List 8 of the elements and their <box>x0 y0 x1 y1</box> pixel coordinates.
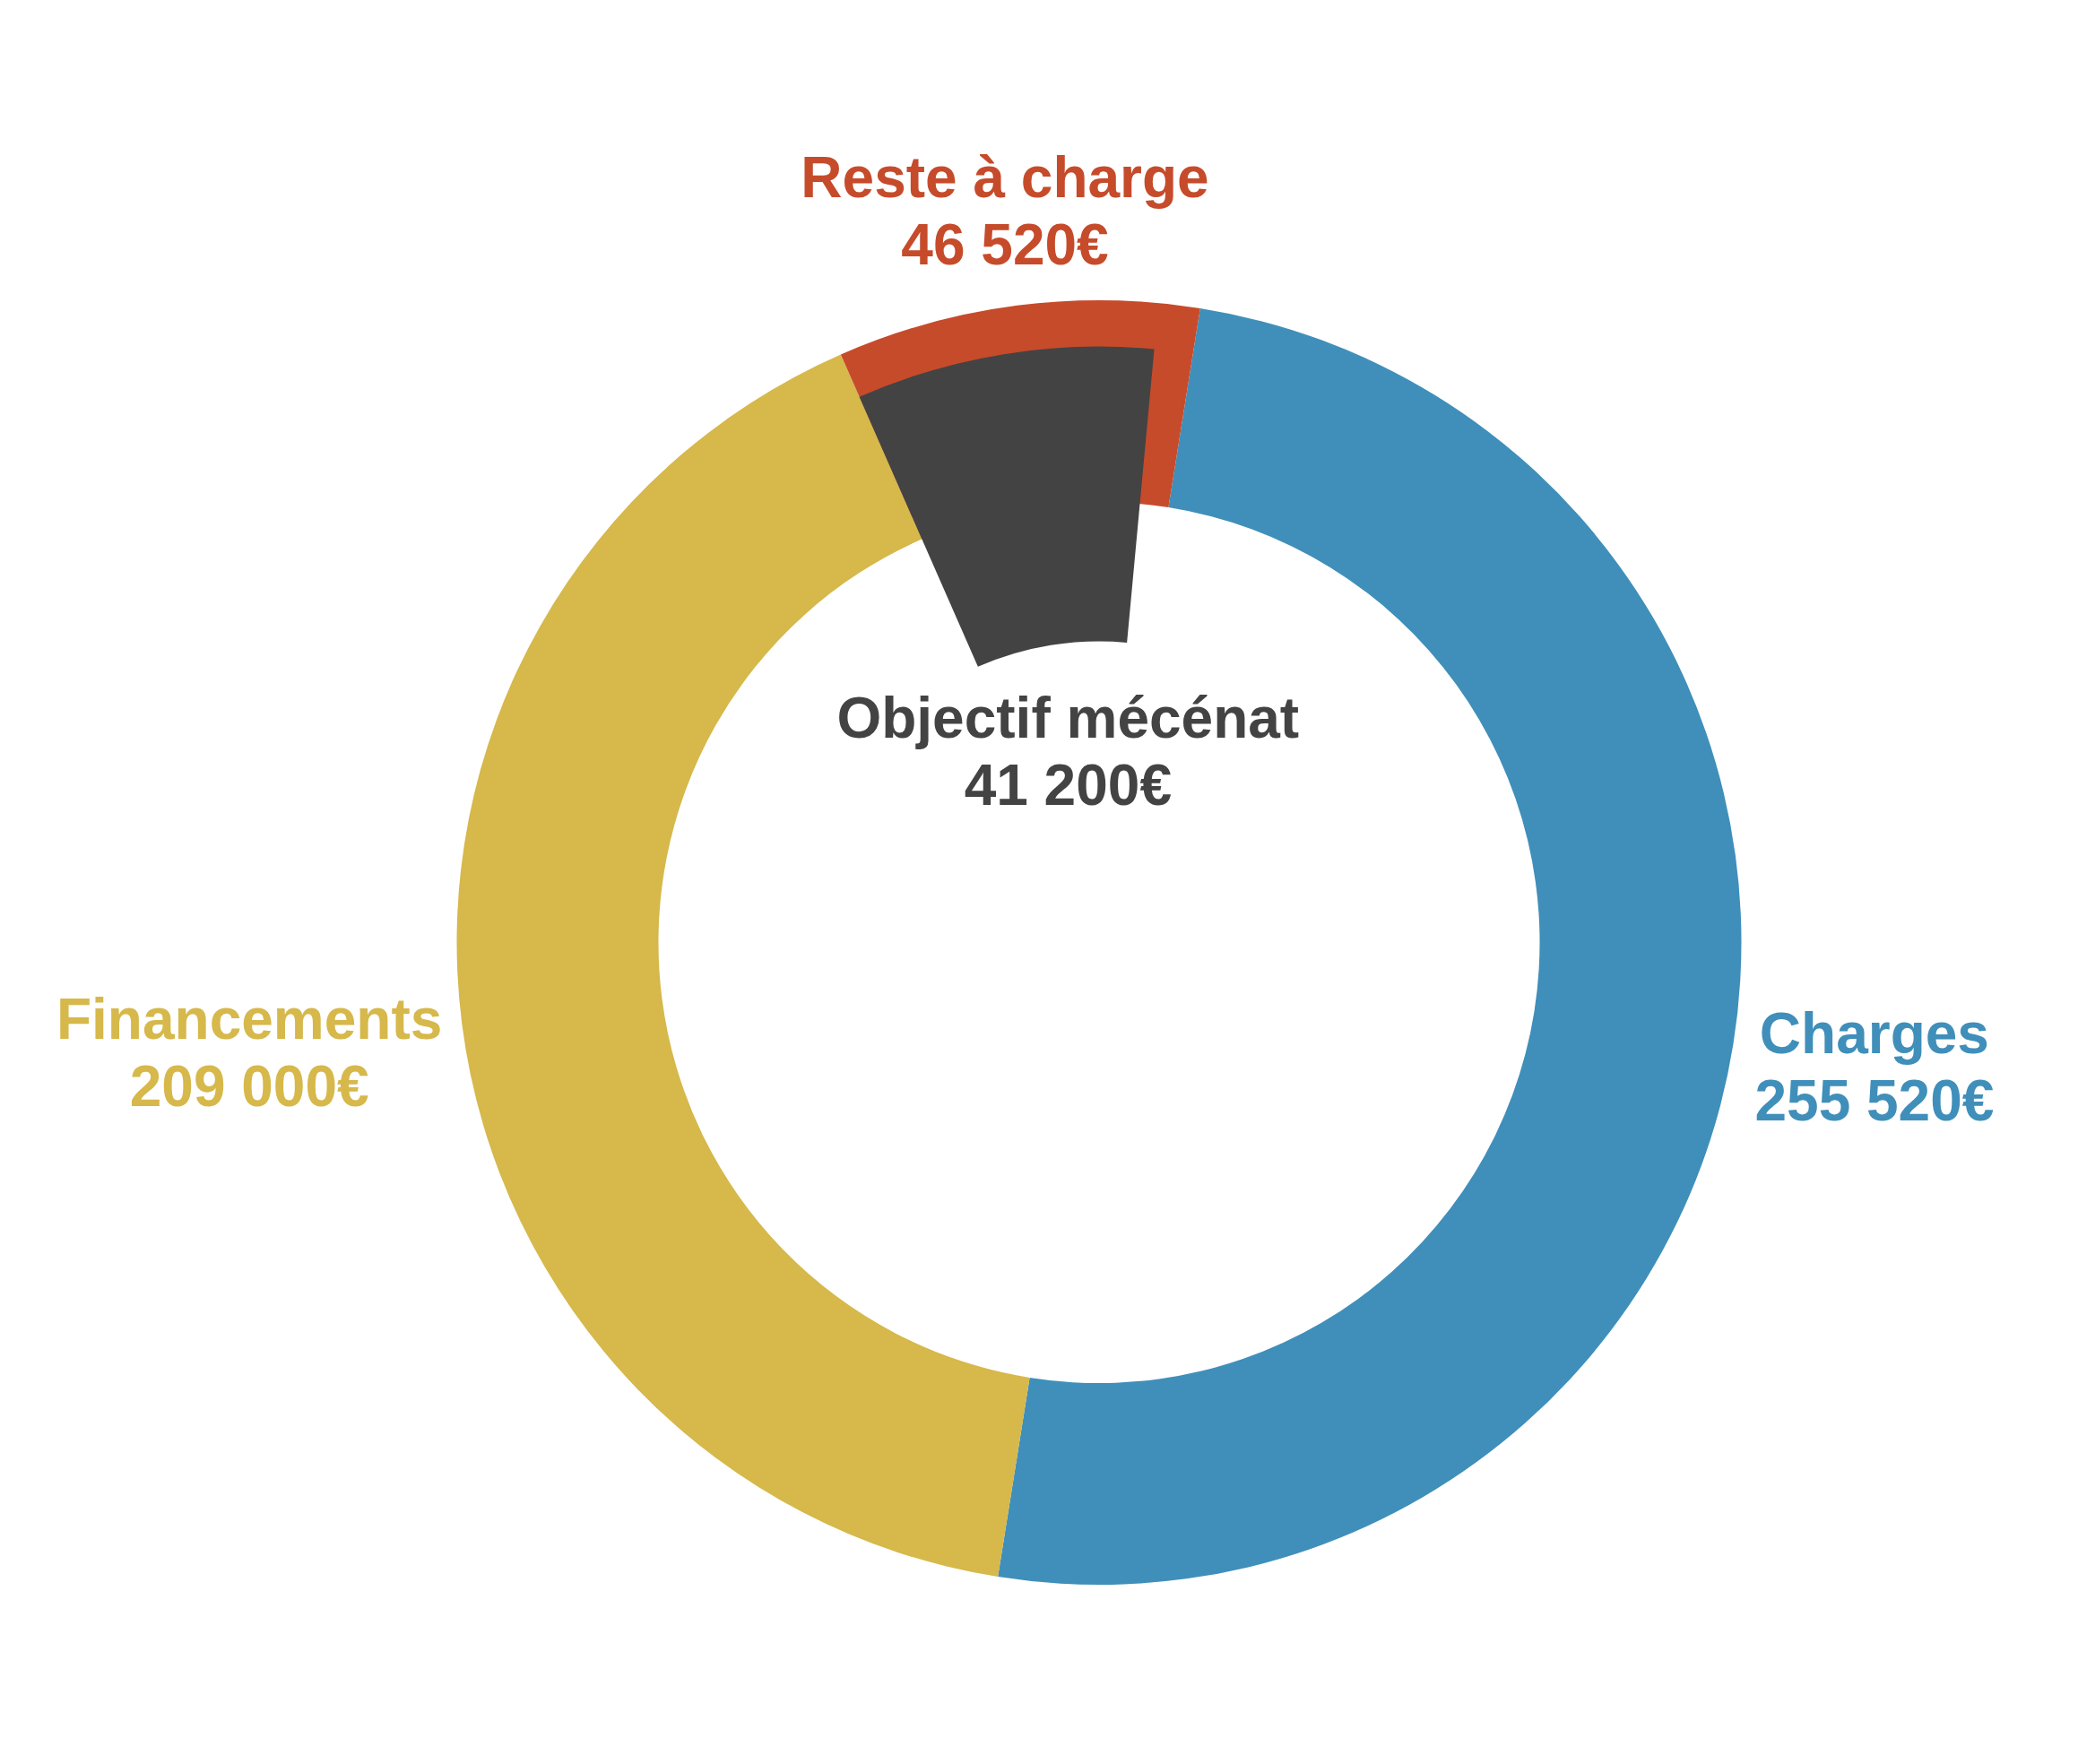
slice-label: Charges <box>1759 1000 1989 1066</box>
data-label: 46 520€ <box>901 212 1109 278</box>
data-label: 209 000€ <box>129 1053 369 1119</box>
slice-label: Financements <box>56 986 443 1051</box>
slice-label: Objectif mécénat <box>836 685 1300 750</box>
data-label: 41 200€ <box>964 752 1172 817</box>
data-label: 255 520€ <box>1754 1068 1995 1133</box>
slice-label: Reste à charge <box>801 145 1209 211</box>
